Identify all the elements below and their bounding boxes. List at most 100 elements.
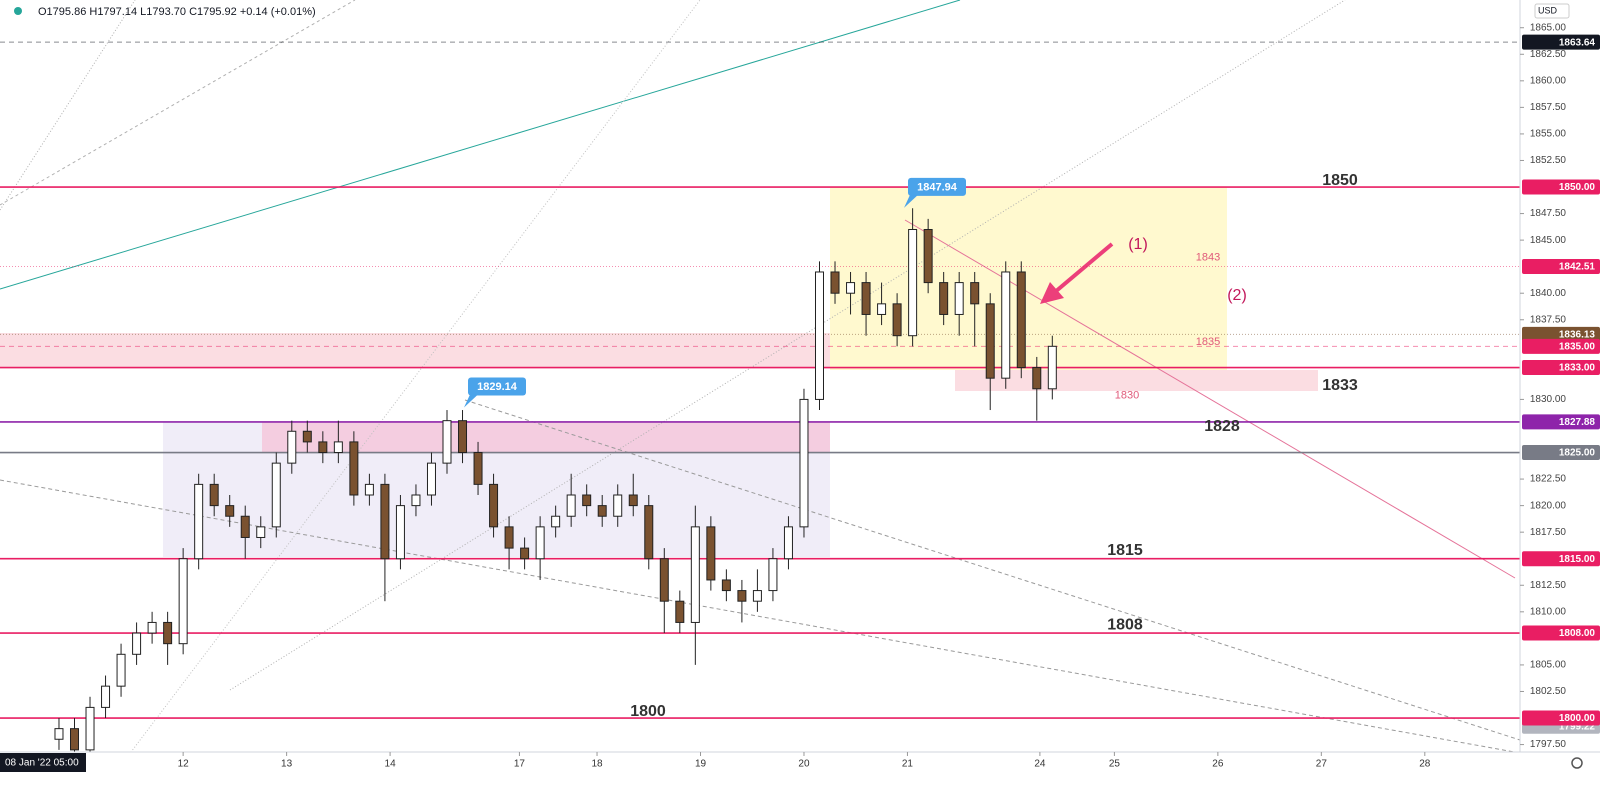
status-dot [14, 7, 22, 15]
arrow-head [1040, 282, 1064, 304]
candle-body [178, 558, 188, 645]
candle-body [861, 282, 871, 315]
candle-body [520, 547, 530, 560]
box-label: 1835 [1196, 336, 1220, 348]
annotation: (1) [1128, 236, 1148, 253]
y-tick-label: 1820.00 [1530, 500, 1567, 511]
y-tick-label: 1812.50 [1530, 580, 1567, 591]
x-tick-label: 18 [591, 759, 603, 770]
candle-body [302, 430, 312, 443]
candle-body [814, 271, 824, 400]
candle-body [644, 505, 654, 560]
overlay: 1865.00 1862.50 1860.00 1857.50 1855.00 1852.… [178, 22, 1600, 770]
level-label: 1850 [1322, 172, 1358, 189]
candle-body [256, 526, 266, 538]
price-badge-label: 1836.13 [1559, 329, 1596, 340]
currency[interactable]: USD [1538, 5, 1558, 15]
callout-pointer [904, 194, 918, 208]
candle-body [1032, 367, 1042, 390]
candle-body [768, 558, 778, 592]
callout [908, 177, 966, 196]
price-badge-label: 1825.00 [1559, 448, 1596, 459]
candle-body [752, 590, 762, 602]
arrow [1053, 242, 1114, 294]
candle-body [799, 398, 809, 528]
candle-body [504, 526, 514, 549]
candle-body [737, 590, 747, 602]
zone [830, 187, 1227, 370]
callout-label: 1847.94 [917, 181, 958, 193]
candle-body [877, 303, 887, 315]
candle-body [721, 579, 731, 592]
candle-body [69, 728, 79, 751]
zone [0, 333, 830, 367]
level-label: 1833 [1322, 377, 1358, 394]
candle-body [783, 526, 793, 560]
candle-body [395, 505, 405, 560]
candle-body [442, 420, 452, 464]
trend-line [130, 0, 701, 752]
price-badge-label: 1833.00 [1559, 363, 1596, 374]
price-badge-label: 1827.88 [1559, 417, 1596, 428]
candle-body [597, 505, 607, 517]
candle-body [551, 515, 561, 528]
price-badge [1522, 414, 1600, 430]
y-tick-label: 1852.50 [1530, 155, 1567, 166]
candle-body [566, 494, 576, 517]
candle-body [923, 228, 933, 284]
candle-body [318, 441, 328, 454]
price-badge-label: 1863.64 [1559, 37, 1596, 48]
candle-body [411, 494, 421, 507]
y-tick-label: 1805.00 [1530, 660, 1567, 671]
trend-line [0, 0, 356, 206]
price-badge-label: 1800.00 [1559, 713, 1596, 724]
candle-body [846, 282, 856, 294]
candle-body [489, 483, 499, 528]
y-tick-label: 1862.50 [1530, 49, 1567, 60]
y-tick-label: 1840.00 [1530, 288, 1567, 299]
y-tick-label: 1810.00 [1530, 606, 1567, 617]
price-badge [1522, 259, 1600, 275]
price-badge-label: 1815.00 [1559, 554, 1596, 565]
x-tick-label: 21 [902, 759, 914, 770]
price-badge-label: 1850.00 [1559, 182, 1596, 193]
price-badge [1522, 445, 1600, 461]
price-badge [1522, 551, 1600, 567]
x-tick-label: 26 [1212, 759, 1224, 770]
candle-body [535, 526, 545, 560]
settings-icon[interactable] [1571, 757, 1583, 769]
candle-body [458, 420, 468, 454]
candle-body [1047, 345, 1057, 390]
candle-body [970, 282, 980, 305]
price-badge-label: 1799.22 [1559, 721, 1596, 732]
price-badge [1522, 34, 1600, 50]
y-tick-label: 1817.50 [1530, 527, 1567, 538]
y-tick-label: 1802.50 [1530, 686, 1567, 697]
currency-button[interactable] [1534, 3, 1570, 19]
y-tick-label: 1865.00 [1530, 22, 1567, 33]
ohlc-header: O1795.86 H1797.14 L1793.70 C1795.92 +0.1… [38, 6, 316, 18]
x-tick-label: 20 [798, 759, 810, 770]
x-tick-label: 19 [695, 759, 707, 770]
y-tick-label: 1822.50 [1530, 474, 1567, 485]
trend-line [229, 0, 1346, 691]
level-label: 1828 [1204, 418, 1240, 435]
x-tick-label: 24 [1034, 759, 1046, 770]
callout-label: 1829.14 [477, 381, 518, 393]
x-tick-label: 28 [1419, 759, 1431, 770]
price-badge [1522, 360, 1600, 376]
candle-body [116, 653, 126, 687]
box-label: 1843 [1196, 251, 1220, 263]
candle-body [675, 600, 685, 623]
candle-body [908, 228, 918, 337]
candle-body [582, 494, 592, 507]
box-label: 1830 [1115, 389, 1139, 401]
candle-body [659, 558, 669, 602]
price-axis [1520, 0, 1600, 793]
candle-body [939, 282, 949, 315]
y-tick-label: 1845.00 [1530, 235, 1567, 246]
trend-line [0, 0, 961, 290]
candle-body [85, 706, 95, 751]
candle-body [1001, 271, 1011, 379]
